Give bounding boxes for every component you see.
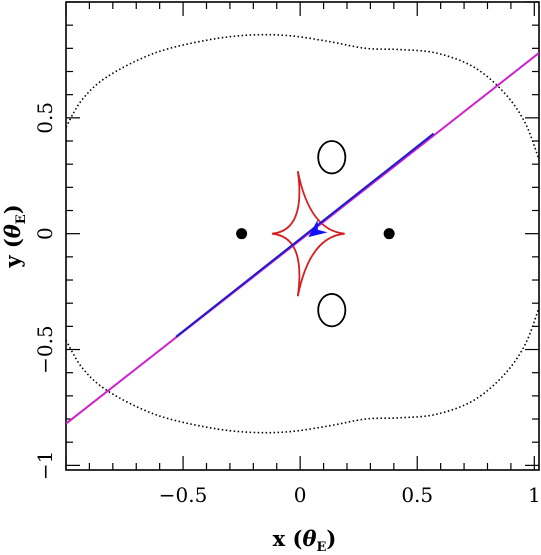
curves <box>66 33 539 434</box>
lens-position-dot <box>236 228 248 240</box>
y-axis-label: y (θE) <box>0 204 29 268</box>
axis-label-suffix: ) <box>0 204 25 214</box>
plot-border <box>65 1 540 471</box>
lens-position-dot <box>383 228 395 240</box>
source-trajectory-segment <box>175 132 435 338</box>
axis-label-subscript: E <box>316 540 326 555</box>
axis-label-subscript: E <box>14 214 29 224</box>
axis-ticks <box>65 1 539 470</box>
source-trajectory-full <box>66 52 539 425</box>
y-tick-label: −1 <box>33 451 57 480</box>
plot-frame <box>65 1 540 471</box>
small-critical-curve <box>317 293 347 328</box>
x-axis-label: x (θE) <box>273 526 337 555</box>
tick-labels: −0.5 0 0.5 1 −1 −0.5 0 0.5 <box>33 102 541 507</box>
markers <box>236 219 395 240</box>
axis-label-prefix: x ( <box>273 526 303 551</box>
outer-critical-curve-top <box>66 33 539 160</box>
y-tick-label: −0.5 <box>33 325 57 374</box>
x-tick-label: 0 <box>294 483 307 507</box>
caustic <box>271 170 345 297</box>
y-tick-label: 0.5 <box>33 102 57 134</box>
axis-label-suffix: ) <box>326 526 336 551</box>
axis-label-symbol: θ <box>302 526 316 551</box>
x-tick-label: 0.5 <box>401 483 433 507</box>
axis-label-symbol: θ <box>0 224 25 238</box>
outer-critical-curve-bottom <box>66 307 539 434</box>
axis-label-prefix: y ( <box>0 238 25 268</box>
x-tick-label: −0.5 <box>159 483 208 507</box>
direction-arrow <box>308 219 328 238</box>
x-tick-label: 1 <box>528 483 541 507</box>
y-tick-label: 0 <box>33 227 57 240</box>
small-critical-curve <box>317 140 347 175</box>
